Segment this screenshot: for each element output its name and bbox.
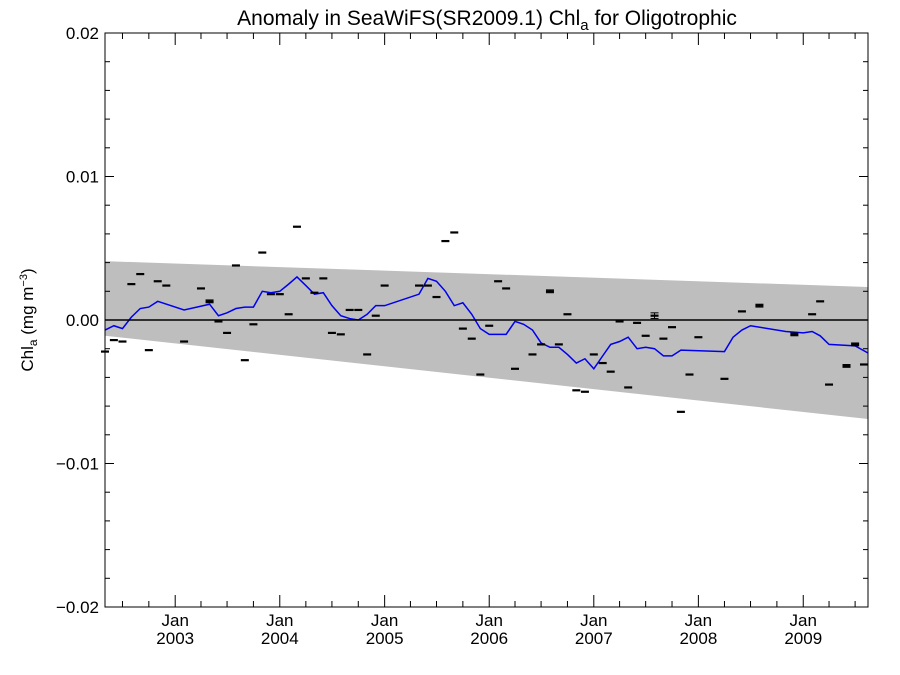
x-tick-year: 2009: [784, 629, 822, 648]
y-tick-label: −0.01: [56, 455, 99, 474]
x-tick-year: 2008: [679, 629, 717, 648]
y-axis-label-subscript: a: [26, 339, 40, 346]
y-axis-label: Chla (mg m−3): [18, 268, 40, 371]
x-tick-year: 2004: [261, 629, 299, 648]
chart-title-suffix: for Oligotrophic: [589, 7, 737, 30]
y-tick-label: 0.01: [66, 168, 99, 187]
x-tick-month: Jan: [790, 611, 817, 630]
anomaly-point: [650, 312, 659, 320]
y-axis: 0.02 0.01 0.00 −0.01 −0.02: [56, 24, 868, 617]
y-tick-label: 0.00: [66, 311, 99, 330]
anomaly-point: [755, 303, 764, 308]
x-tick-month: Jan: [685, 611, 712, 630]
x-tick-month: Jan: [266, 611, 293, 630]
plot-area: [101, 32, 869, 608]
chart-title: Anomaly in SeaWiFS(SR2009.1) Chla for Ol…: [237, 7, 737, 34]
smoothed-anomaly-line: [104, 275, 869, 371]
x-tick-year: 2006: [470, 629, 508, 648]
x-tick-month: Jan: [580, 611, 607, 630]
x-tick-month: Jan: [161, 611, 188, 630]
anomaly-point: [842, 363, 851, 368]
y-tick-label: −0.02: [56, 598, 99, 617]
y-axis-label-units: (mg m: [18, 287, 37, 340]
anomaly-point: [851, 342, 860, 347]
anomaly-point: [545, 289, 554, 294]
y-axis-label-superscript: −3: [18, 274, 30, 287]
x-tick-year: 2003: [156, 629, 194, 648]
anomaly-points: [101, 225, 868, 413]
x-axis: Jan2003Jan2004Jan2005Jan2006Jan2007Jan20…: [121, 33, 856, 648]
x-tick-month: Jan: [371, 611, 398, 630]
anomaly-point: [205, 299, 214, 304]
y-tick-label: 0.02: [66, 24, 99, 43]
chart-title-prefix: Anomaly in SeaWiFS(SR2009.1) Chl: [237, 7, 580, 30]
anomaly-point: [790, 332, 799, 337]
y-axis-label-main: Chl: [18, 346, 37, 372]
y-axis-label-close: ): [18, 268, 37, 274]
confidence-band: [105, 261, 868, 420]
x-tick-year: 2005: [366, 629, 404, 648]
x-tick-year: 2007: [575, 629, 613, 648]
chart-title-subscript: a: [580, 17, 589, 34]
x-tick-month: Jan: [476, 611, 503, 630]
